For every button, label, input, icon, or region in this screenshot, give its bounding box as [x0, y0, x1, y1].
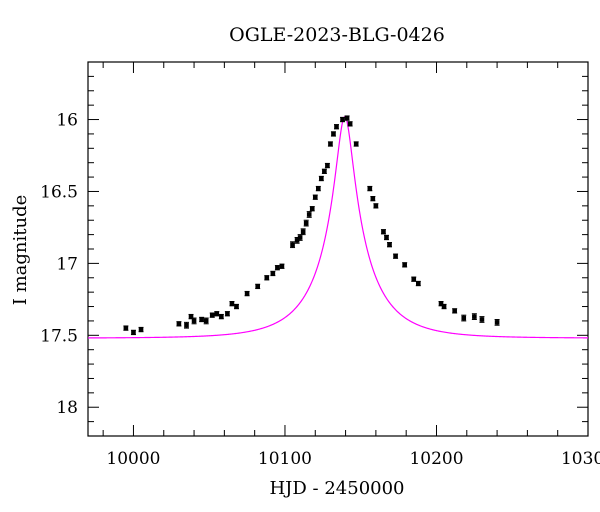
data-point — [279, 263, 285, 269]
data-point — [199, 317, 204, 322]
data-point — [188, 314, 194, 319]
data-point — [214, 311, 220, 317]
data-point — [203, 318, 209, 324]
y-tick-label: 17.5 — [40, 326, 78, 346]
y-tick-label: 16 — [56, 111, 78, 131]
data-point — [373, 203, 379, 209]
data-point — [402, 262, 407, 268]
data-point — [270, 271, 276, 276]
data-point — [347, 121, 353, 127]
data-point — [138, 327, 144, 332]
data-point — [275, 265, 280, 270]
data-point — [303, 220, 309, 226]
data-point — [294, 238, 300, 243]
plot-frame — [87, 61, 589, 437]
data-point — [344, 115, 350, 121]
data-point — [461, 315, 467, 321]
data-point — [290, 242, 295, 247]
data-point — [452, 308, 457, 314]
data-point — [325, 163, 330, 168]
data-point — [123, 325, 129, 331]
data-point — [384, 235, 389, 240]
data-point — [494, 320, 500, 325]
data-point — [370, 196, 376, 201]
data-point — [472, 314, 477, 319]
data-point — [131, 330, 136, 335]
data-point — [300, 229, 306, 235]
data-point — [416, 281, 421, 286]
data-point — [316, 186, 321, 191]
data-point — [328, 141, 333, 147]
data-point — [219, 314, 224, 319]
data-point — [411, 276, 417, 282]
data-point — [334, 124, 339, 130]
data-point — [322, 169, 327, 174]
data-point — [438, 301, 444, 306]
data-point — [229, 301, 235, 306]
y-tick-label: 18 — [56, 398, 78, 418]
data-point — [191, 318, 197, 324]
data-point — [331, 131, 336, 137]
y-tick-label: 16.5 — [40, 182, 78, 202]
data-point — [393, 253, 398, 259]
data-point — [367, 186, 373, 191]
data-point — [209, 312, 215, 318]
data-point — [309, 206, 315, 212]
x-tick-label: 10000 — [106, 449, 160, 469]
x-tick-label: 10100 — [258, 449, 312, 469]
data-point — [244, 291, 250, 296]
y-tick-label: 17 — [56, 254, 78, 274]
y-axis-label: I magnitude — [10, 195, 31, 306]
data-point — [441, 304, 447, 309]
data-point — [176, 321, 182, 327]
chart-title: OGLE-2023-BLG-0426 — [229, 24, 445, 46]
plot-area: 10000 10100 10200 10300 16 16.5 17 17.5 18 — [40, 61, 600, 469]
data-point — [479, 317, 485, 322]
data-point — [312, 194, 318, 200]
data-point — [306, 212, 312, 217]
x-axis-label: HJD - 2450000 — [269, 478, 404, 499]
data-point — [353, 141, 359, 147]
data-point — [319, 176, 324, 181]
data-point — [184, 322, 189, 328]
data-point — [387, 242, 392, 247]
x-tick-label: 10200 — [409, 449, 463, 469]
model-curve — [88, 115, 588, 339]
data-point — [225, 311, 230, 317]
data-point — [297, 235, 303, 240]
data-point — [381, 229, 386, 235]
data-point — [340, 117, 345, 122]
x-tick-label: 10300 — [561, 449, 600, 469]
data-point — [255, 284, 260, 289]
data-point — [264, 275, 270, 281]
data-point — [234, 304, 239, 309]
